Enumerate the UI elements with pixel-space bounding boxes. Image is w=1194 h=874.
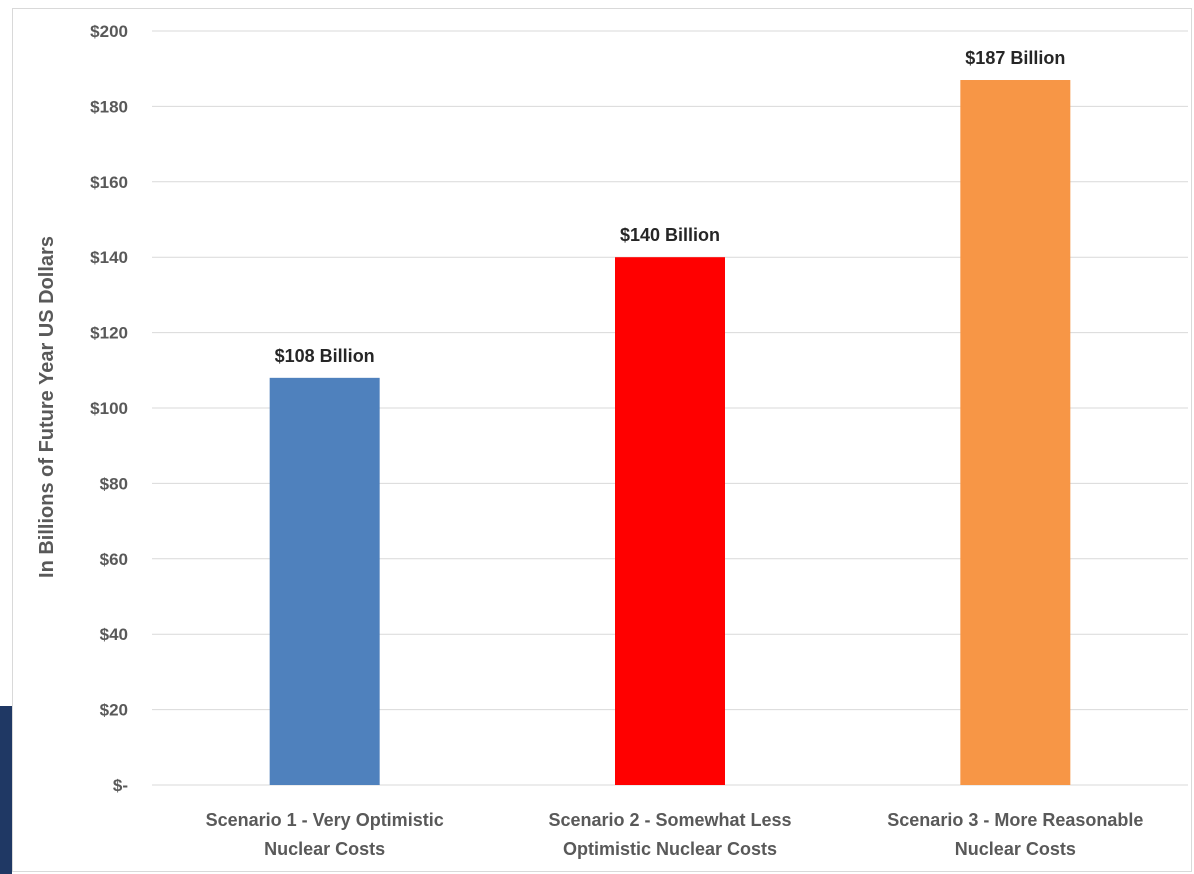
left-edge-accent bbox=[0, 706, 12, 874]
y-tick-label: $40 bbox=[100, 625, 128, 644]
y-tick-label: $20 bbox=[100, 701, 128, 720]
x-category-label: Scenario 2 - Somewhat Less bbox=[548, 810, 791, 830]
y-axis-title: In Billions of Future Year US Dollars bbox=[36, 236, 58, 578]
data-label-scenario-3: $187 Billion bbox=[965, 48, 1065, 68]
y-tick-label: $80 bbox=[100, 474, 128, 493]
y-tick-label: $180 bbox=[90, 97, 128, 116]
data-labels: $108 Billion $140 Billion $187 Billion bbox=[275, 48, 1066, 366]
data-label-scenario-2: $140 Billion bbox=[620, 225, 720, 245]
y-tick-label: $- bbox=[113, 776, 128, 795]
x-category-label: Optimistic Nuclear Costs bbox=[563, 839, 777, 859]
x-category-label: Scenario 3 - More Reasonable bbox=[887, 810, 1143, 830]
x-axis-category-labels: Scenario 1 - Very Optimistic Nuclear Cost… bbox=[206, 810, 1144, 859]
bars bbox=[269, 80, 1071, 785]
x-category-label: Nuclear Costs bbox=[955, 839, 1076, 859]
x-category-label: Scenario 1 - Very Optimistic bbox=[206, 810, 444, 830]
y-tick-label: $60 bbox=[100, 550, 128, 569]
x-category-label: Nuclear Costs bbox=[264, 839, 385, 859]
y-axis-tick-labels: $- $20 $40 $60 $80 $100 $120 $140 $160 $180 $200 bbox=[90, 22, 128, 795]
y-tick-label: $140 bbox=[90, 248, 128, 267]
bar-scenario-1 bbox=[269, 377, 380, 785]
y-tick-label: $120 bbox=[90, 324, 128, 343]
y-tick-label: $200 bbox=[90, 22, 128, 41]
y-tick-label: $160 bbox=[90, 173, 128, 192]
bar-scenario-2 bbox=[615, 257, 725, 785]
bar-scenario-3 bbox=[960, 80, 1071, 785]
y-tick-label: $100 bbox=[90, 399, 128, 418]
data-label-scenario-1: $108 Billion bbox=[275, 346, 375, 366]
